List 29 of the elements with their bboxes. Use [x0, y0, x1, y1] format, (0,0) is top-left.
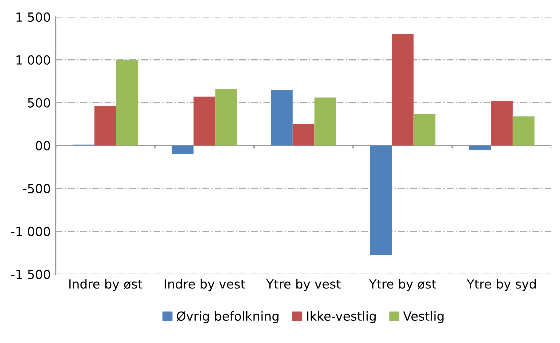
bar: [116, 60, 138, 146]
bar: [172, 146, 194, 154]
bar: [314, 98, 337, 146]
bar: [94, 106, 116, 146]
x-tick-label: Indre by øst: [70, 279, 142, 292]
bar: [469, 146, 492, 150]
x-tick-label: Indre by vest: [164, 279, 246, 292]
bar: [216, 89, 238, 146]
bar: [194, 96, 216, 146]
legend-label: Ikke-vestlig: [307, 311, 376, 324]
bar: [370, 146, 392, 256]
x-tick-label: Ytre by syd: [466, 279, 536, 292]
y-tick-label: -500: [23, 184, 50, 194]
bar: [414, 114, 436, 146]
x-tick-label: Ytre by vest: [266, 279, 341, 292]
y-tick-label: -1 500: [11, 270, 50, 280]
y-tick-label: 00: [36, 141, 50, 151]
y-tick-label: 1 000: [16, 55, 50, 65]
bar: [491, 101, 513, 146]
x-tick-label: Ytre by øst: [369, 279, 436, 292]
y-tick-label: 1 500: [16, 12, 50, 22]
bar: [292, 124, 315, 146]
bar: [392, 34, 414, 146]
y-tick-label: -1 000: [11, 226, 50, 236]
bar: [271, 90, 293, 146]
bar: [512, 116, 535, 146]
legend-label: Vestlig: [403, 311, 444, 324]
legend-label: Øvrig befolkning: [177, 311, 279, 324]
y-tick-label: 500: [28, 98, 50, 108]
